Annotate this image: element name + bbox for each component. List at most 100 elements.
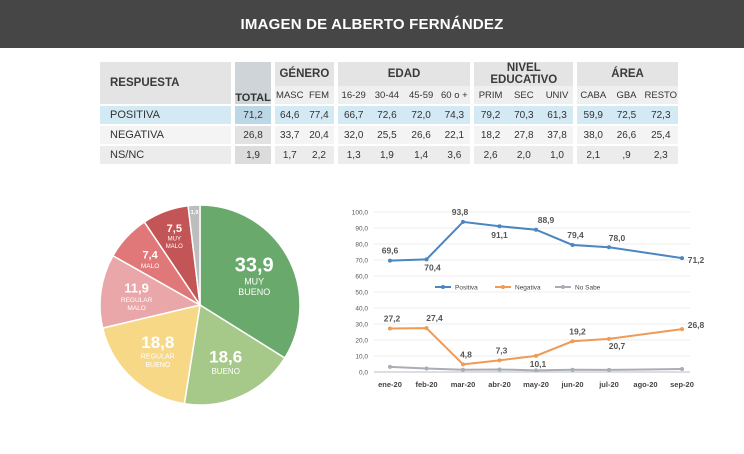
legend-marker — [561, 285, 565, 289]
data-point — [424, 366, 429, 371]
col-header: 30-44 — [369, 86, 405, 104]
table-cell: 1,3 — [333, 146, 370, 164]
group-header-genero: GÉNERO — [271, 62, 336, 86]
pie-slice-label: BUENO — [211, 367, 239, 376]
pie-slice-label: REGULAR — [141, 354, 175, 361]
col-header: CABA — [573, 86, 610, 104]
pie-slice — [101, 304, 201, 405]
pie-slice-label: MUY — [168, 237, 181, 243]
data-point — [607, 245, 611, 250]
pie-slice-label: MUY — [244, 277, 264, 287]
pie-slice-label: MALO — [141, 263, 159, 270]
data-label: 79,4 — [567, 230, 584, 240]
data-point — [570, 339, 575, 344]
x-tick-label: jul-20 — [598, 380, 619, 389]
table-row: POSITIVA 71,2 64,6 77,4 66,7 72,6 72,0 7… — [100, 106, 678, 124]
col-header: GBA — [609, 86, 644, 104]
pie-value-label: 11,9 — [124, 281, 149, 296]
table-cell: 1,9 — [369, 146, 405, 164]
table-cell: 79,2 — [470, 106, 507, 124]
data-point — [534, 227, 538, 232]
table-cell: 18,2 — [470, 126, 507, 144]
table-cell: 32,0 — [333, 126, 370, 144]
row-label: POSITIVA — [100, 106, 233, 124]
group-header-area: ÁREA — [573, 62, 678, 86]
x-tick-label: mar-20 — [451, 380, 476, 389]
y-tick-label: 100,0 — [352, 210, 369, 217]
table-cell: 77,4 — [304, 106, 336, 124]
pie-slice-label: BUENO — [238, 287, 270, 297]
col-header: RESTO — [643, 86, 678, 104]
table-cell: 72,5 — [609, 106, 644, 124]
data-point — [461, 362, 465, 367]
x-tick-label: sep-20 — [670, 380, 694, 389]
data-point — [607, 336, 611, 341]
col-header: 60 o + — [438, 86, 473, 104]
pie-slice — [183, 303, 286, 406]
series-line — [389, 327, 683, 366]
y-tick-label: 50,0 — [355, 290, 368, 297]
data-label: 7,3 — [496, 345, 508, 355]
x-tick-label: may-20 — [523, 380, 549, 389]
data-label: 70,4 — [424, 262, 441, 272]
table-cell: 1,0 — [540, 146, 576, 164]
col-header: UNIV — [540, 86, 576, 104]
pie-value-label: 7,4 — [142, 250, 158, 262]
x-tick-label: ago-20 — [633, 380, 657, 389]
data-point — [388, 258, 392, 263]
table-cell: 33,7 — [271, 126, 305, 144]
data-label: 91,1 — [491, 230, 508, 240]
table-cell: 70,3 — [506, 106, 541, 124]
results-table: RESPUESTA TOTAL GÉNERO EDAD NIVEL EDUCAT… — [100, 62, 678, 164]
y-tick-label: 80,0 — [355, 242, 368, 249]
data-label: 27,4 — [426, 313, 443, 323]
header-bar: IMAGEN DE ALBERTO FERNÁNDEZ — [0, 0, 744, 48]
y-tick-label: 60,0 — [355, 274, 368, 281]
row-label: NEGATIVA — [100, 126, 233, 144]
legend-marker — [501, 285, 505, 289]
data-point — [497, 358, 502, 363]
table-cell: 2,3 — [643, 146, 678, 164]
pie-slice — [187, 204, 201, 306]
pie-slice-label: MALO — [127, 305, 145, 312]
col-header: 45-59 — [404, 86, 439, 104]
data-point — [534, 353, 538, 358]
x-tick-label: abr-20 — [488, 380, 511, 389]
respuesta-header: RESPUESTA — [100, 62, 233, 104]
data-label: 26,8 — [688, 320, 705, 330]
table-cell: 2,0 — [506, 146, 541, 164]
y-tick-label: 40,0 — [355, 306, 368, 313]
data-point — [570, 367, 575, 372]
table-cell: 26,6 — [609, 126, 644, 144]
data-label: 27,2 — [384, 313, 401, 323]
data-point — [607, 367, 611, 372]
data-point — [497, 367, 502, 372]
data-point — [680, 366, 684, 371]
legend-label: Positiva — [455, 285, 478, 292]
data-point — [534, 368, 538, 373]
data-point — [461, 367, 465, 372]
legend-label: Negativa — [515, 285, 541, 292]
table-row: NEGATIVA 26,8 33,7 20,4 32,0 25,5 26,6 2… — [100, 126, 678, 144]
legend-marker — [441, 285, 445, 289]
col-header: SEC — [506, 86, 541, 104]
pie-slice-label: BUENO — [145, 362, 170, 369]
data-point — [680, 256, 684, 261]
table-cell: 22,1 — [438, 126, 473, 144]
data-label: 71,2 — [688, 255, 705, 265]
series-line — [389, 220, 683, 262]
data-point — [388, 326, 392, 331]
y-tick-label: 70,0 — [355, 258, 368, 265]
series-line — [389, 365, 683, 372]
table-cell: 2,2 — [304, 146, 336, 164]
table-cell: 26,6 — [404, 126, 439, 144]
data-label: 78,0 — [609, 233, 626, 243]
table-cell: 1,9 — [230, 146, 274, 164]
table-row: NS/NC 1,9 1,7 2,2 1,3 1,9 1,4 3,6 2,6 2,… — [100, 146, 678, 164]
table-cell: 2,6 — [470, 146, 507, 164]
pie-value-label: 33,9 — [235, 255, 274, 277]
data-point — [497, 224, 502, 229]
data-point — [680, 327, 684, 332]
table-cell: 38,0 — [573, 126, 610, 144]
table-cell: 71,2 — [230, 106, 274, 124]
